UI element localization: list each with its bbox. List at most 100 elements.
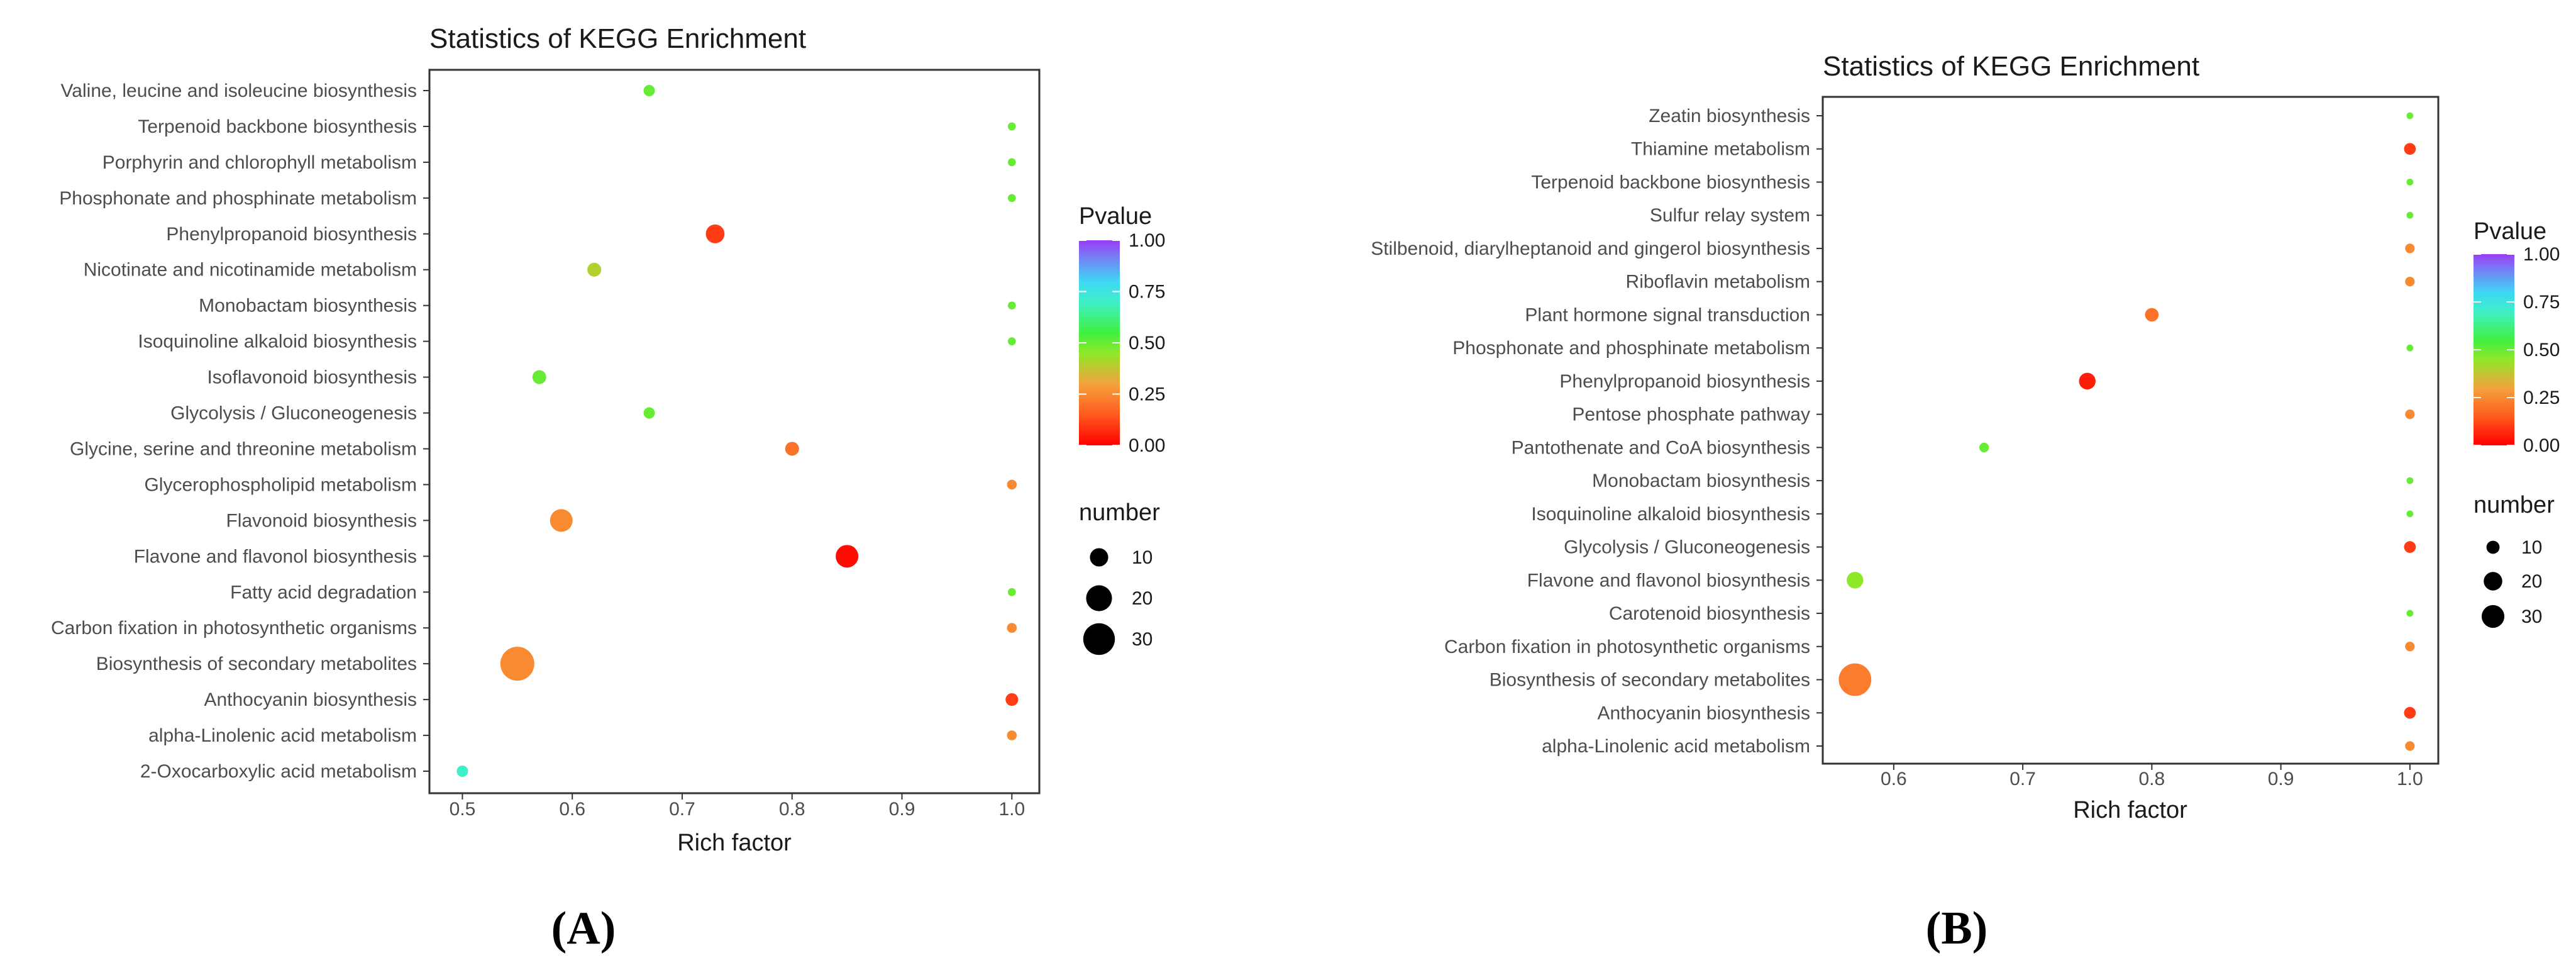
chart-b-point	[2405, 642, 2415, 652]
chart-b-plot-border	[1821, 96, 2440, 765]
chart-a-plot-border	[428, 69, 1041, 794]
chart-b-category-label: Zeatin biosynthesis	[1649, 106, 1810, 126]
chart-b-point	[2406, 179, 2414, 186]
chart-b-point	[2145, 308, 2159, 322]
chart-b-category-label: Isoquinoline alkaloid biosynthesis	[1531, 504, 1810, 525]
chart-b-title: Statistics of KEGG Enrichment	[1823, 51, 2199, 82]
chart-a-point	[550, 509, 573, 532]
chart-a-x-tick-label: 0.5	[450, 799, 476, 820]
panel-label-a: (A)	[551, 903, 616, 954]
chart-a-category-label: Glycolysis / Gluconeogenesis	[170, 403, 417, 424]
chart-b-category-label: Glycolysis / Gluconeogenesis	[1564, 537, 1810, 558]
chart-b-size-legend-label: 30	[2521, 606, 2542, 627]
chart-b-category-label: Terpenoid backbone biosynthesis	[1531, 172, 1810, 192]
chart-a-size-legend-label: 10	[1132, 547, 1153, 568]
chart-b-size-legend-label: 20	[2521, 571, 2542, 592]
chart-a-category-label: Terpenoid backbone biosynthesis	[138, 116, 417, 137]
chart-a-category-label: Flavone and flavonol biosynthesis	[134, 546, 417, 567]
chart-b-point	[2406, 477, 2414, 484]
chart-b-category-label: Plant hormone signal transduction	[1525, 304, 1810, 325]
chart-a-points	[456, 85, 1019, 777]
chart-b: Statistics of KEGG Enrichment Zeatin bio…	[1371, 51, 2560, 954]
chart-b-size-legend-dot	[2484, 572, 2502, 591]
chart-b-point	[2406, 344, 2414, 352]
chart-a-color-tick-label: 1.00	[1129, 230, 1165, 251]
chart-a-point	[785, 442, 799, 456]
chart-a-category-label: alpha-Linolenic acid metabolism	[148, 725, 417, 746]
chart-a-color-tick-label: 0.00	[1129, 435, 1165, 456]
chart-b-category-label: Anthocyanin biosynthesis	[1597, 703, 1810, 723]
chart-a-point	[643, 407, 655, 419]
chart-b-x-ticks: 0.6 0.7 0.8 0.9 1.0	[1881, 764, 2423, 789]
chart-b-point	[2405, 741, 2415, 751]
chart-b-point	[1838, 663, 1872, 696]
chart-b-point	[2404, 541, 2416, 553]
chart-a-size-legend: 10 20 30	[1083, 547, 1153, 655]
chart-b-category-label: alpha-Linolenic acid metabolism	[1542, 736, 1810, 757]
chart-a-x-tick-label: 0.9	[889, 799, 915, 820]
chart-a-x-tick-label: 0.6	[559, 799, 585, 820]
chart-b-point	[2404, 143, 2416, 155]
chart-b-x-tick-label: 0.8	[2139, 769, 2165, 789]
chart-a-point	[500, 647, 534, 681]
chart-b-x-tick-label: 0.9	[2268, 769, 2294, 789]
chart-a-category-label: Glycerophospholipid metabolism	[144, 474, 417, 495]
chart-a-x-axis-label: Rich factor	[677, 830, 792, 856]
chart-a-category-label: Carbon fixation in photosynthetic organi…	[51, 618, 417, 638]
chart-a-point	[1007, 337, 1016, 345]
chart-b-category-label: Carotenoid biosynthesis	[1609, 603, 1810, 624]
chart-a-size-legend-label: 30	[1132, 629, 1153, 650]
chart-a-category-label: Nicotinate and nicotinamide metabolism	[84, 260, 417, 281]
chart-a-category-label: Isoflavonoid biosynthesis	[207, 367, 417, 388]
chart-a-category-label: Porphyrin and chlorophyll metabolism	[102, 152, 417, 173]
chart-a-category-label: Anthocyanin biosynthesis	[204, 689, 417, 710]
chart-a-point	[587, 262, 602, 277]
chart-b-color-tick-label: 1.00	[2523, 244, 2560, 265]
chart-a: Statistics of KEGG Enrichment Valine, le…	[51, 23, 1165, 954]
chart-b-size-legend-dot	[2481, 604, 2505, 628]
chart-a-point	[1007, 194, 1016, 203]
chart-b-point	[1847, 572, 1864, 589]
chart-b-size-legend: 10 20 30	[2481, 537, 2542, 628]
chart-b-color-tick-label: 0.25	[2523, 387, 2560, 408]
chart-a-x-tick-label: 0.7	[669, 799, 695, 820]
chart-b-category-label: Carbon fixation in photosynthetic organi…	[1444, 637, 1810, 657]
chart-a-category-label: Flavonoid biosynthesis	[226, 510, 417, 531]
chart-b-point	[2406, 112, 2414, 120]
chart-b-size-legend-title: number	[2474, 492, 2555, 518]
chart-b-category-label: Biosynthesis of secondary metabolites	[1490, 670, 1810, 691]
chart-a-category-label: Monobactam biosynthesis	[199, 296, 417, 316]
chart-a-point	[1007, 588, 1016, 596]
chart-a-size-legend-dot	[1086, 585, 1112, 611]
chart-b-category-label: Thiamine metabolism	[1631, 139, 1810, 160]
chart-b-point	[2405, 277, 2415, 287]
chart-b-color-tick-label: 0.75	[2523, 292, 2560, 313]
chart-a-point	[1007, 122, 1016, 131]
chart-b-point	[2406, 510, 2414, 518]
chart-b-color-legend-ticks: 1.00 0.75 0.50 0.25 0.00	[2474, 244, 2560, 456]
chart-a-point	[643, 85, 655, 96]
chart-b-category-labels: Zeatin biosynthesis Thiamine metabolism Te…	[1371, 106, 1823, 757]
chart-a-point	[456, 766, 468, 777]
chart-a-color-tick-label: 0.50	[1129, 333, 1165, 354]
chart-b-point	[2405, 409, 2415, 420]
chart-b-point	[2406, 610, 2414, 617]
chart-b-points	[1838, 112, 2416, 751]
chart-a-color-legend-title: Pvalue	[1079, 203, 1152, 230]
chart-a-point	[1007, 730, 1017, 740]
chart-a-color-legend-ticks: 1.00 0.75 0.50 0.25 0.00	[1079, 230, 1165, 456]
chart-a-category-label: Phenylpropanoid biosynthesis	[166, 224, 417, 245]
chart-b-x-tick-label: 0.7	[2009, 769, 2036, 789]
chart-a-point	[836, 545, 859, 568]
chart-b-x-tick-label: 0.6	[1881, 769, 1907, 789]
chart-a-category-label: Isoquinoline alkaloid biosynthesis	[138, 332, 417, 352]
chart-a-color-tick-label: 0.75	[1129, 282, 1165, 303]
chart-a-category-label: Phosphonate and phosphinate metabolism	[59, 188, 417, 209]
chart-a-title: Statistics of KEGG Enrichment	[429, 23, 806, 54]
chart-a-color-tick-label: 0.25	[1129, 384, 1165, 405]
chart-b-point	[2405, 243, 2415, 254]
chart-b-point	[2406, 211, 2414, 219]
chart-a-category-label: Fatty acid degradation	[230, 582, 417, 603]
chart-a-category-label: Biosynthesis of secondary metabolites	[96, 654, 417, 674]
